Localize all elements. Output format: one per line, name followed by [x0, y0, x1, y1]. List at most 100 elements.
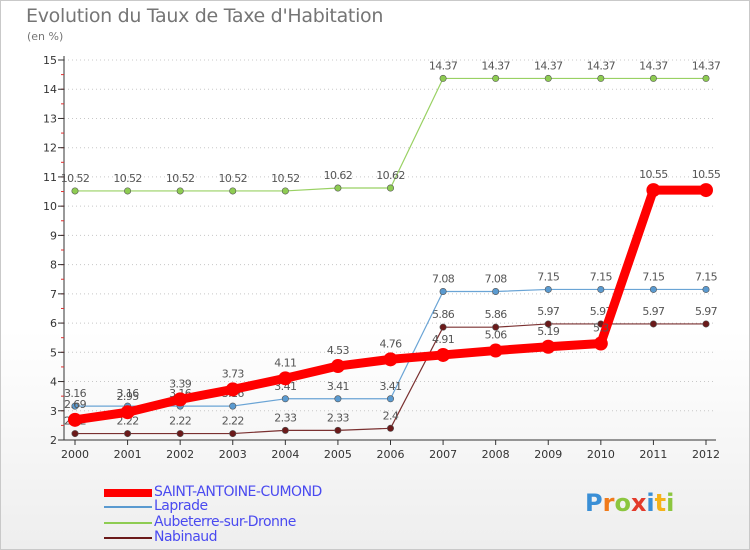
data-label: 3.16: [64, 387, 87, 400]
data-point: [649, 320, 657, 328]
data-point: [120, 405, 135, 420]
x-tick-label: 2008: [482, 448, 510, 461]
logo-letter: x: [630, 489, 647, 517]
y-tick-label: 7: [50, 288, 57, 301]
legend-label: Laprade: [154, 498, 208, 514]
data-point: [386, 395, 394, 403]
x-tick-label: 2000: [61, 448, 89, 461]
y-tick-label: 14: [43, 83, 57, 96]
data-point: [593, 336, 608, 351]
data-label: 5.3: [593, 322, 609, 335]
x-tick-label: 2006: [377, 448, 405, 461]
data-point: [229, 430, 237, 438]
data-label: 10.55: [692, 168, 721, 181]
x-tick-label: 2005: [324, 448, 352, 461]
data-label: 2.33: [274, 411, 297, 424]
data-point: [71, 187, 79, 195]
data-point: [541, 339, 556, 354]
logo-letter: r: [602, 489, 615, 517]
y-tick-label: 4: [50, 376, 57, 389]
legend-label: Nabinaud: [154, 529, 218, 545]
data-label: 2.22: [117, 415, 139, 428]
data-point: [492, 288, 500, 296]
y-tick-label: 11: [43, 171, 57, 184]
data-point: [597, 285, 605, 293]
legend-item-laprade: Laprade: [104, 498, 404, 515]
x-tick-label: 2001: [114, 448, 142, 461]
legend-item-nabinaud: Nabinaud: [104, 529, 404, 546]
data-point: [702, 74, 710, 82]
data-label: 2.33: [327, 411, 350, 424]
y-tick-label: 3: [50, 405, 57, 418]
data-point: [334, 395, 342, 403]
data-label: 2.22: [222, 415, 244, 428]
data-label: 14.37: [429, 59, 458, 72]
data-point: [71, 430, 79, 438]
data-label: 7.15: [695, 270, 718, 283]
data-label: 2.95: [117, 390, 140, 403]
data-point: [702, 320, 710, 328]
data-label: 14.37: [481, 59, 510, 72]
legend-swatch: [104, 489, 152, 497]
data-point: [229, 187, 237, 195]
x-tick-label: 2003: [219, 448, 247, 461]
data-point: [334, 184, 342, 192]
data-point: [702, 285, 710, 293]
data-point: [281, 426, 289, 434]
data-point: [229, 402, 237, 410]
data-point: [544, 285, 552, 293]
data-point: [436, 347, 451, 362]
data-label: 3.41: [379, 380, 401, 393]
data-label: 5.86: [432, 308, 455, 321]
data-label: 5.97: [695, 305, 718, 318]
y-unit-label: (en %): [27, 30, 64, 43]
data-label: 5.97: [642, 305, 665, 318]
logo-letter: t: [654, 489, 667, 517]
data-point: [383, 352, 398, 367]
y-tick-label: 9: [50, 229, 57, 242]
legend-swatch: [104, 537, 152, 539]
data-label: 14.37: [639, 59, 668, 72]
data-label: 10.62: [324, 169, 353, 182]
x-tick-label: 2012: [692, 448, 720, 461]
legend-label: SAINT-ANTOINE-CUMOND: [154, 484, 322, 500]
y-tick-label: 10: [43, 200, 57, 213]
x-tick-label: 2007: [429, 448, 457, 461]
data-label: 10.62: [376, 169, 405, 182]
data-point: [124, 430, 132, 438]
data-label: 10.52: [113, 172, 142, 185]
data-point: [488, 343, 503, 358]
data-point: [330, 359, 345, 374]
x-tick-label: 2002: [166, 448, 194, 461]
data-point: [281, 395, 289, 403]
data-label: 14.37: [534, 59, 563, 72]
data-label: 5.97: [537, 305, 560, 318]
y-tick-label: 2: [50, 434, 57, 447]
data-point: [334, 426, 342, 434]
data-point: [649, 285, 657, 293]
data-label: 7.08: [432, 273, 455, 286]
data-label: 2.4: [383, 409, 399, 422]
data-point: [281, 187, 289, 195]
logo-letter: i: [666, 489, 675, 517]
data-point: [699, 183, 713, 198]
x-tick-label: 2011: [639, 448, 667, 461]
data-label: 10.52: [61, 172, 90, 185]
data-point: [439, 288, 447, 296]
data-point: [71, 402, 79, 410]
data-point: [68, 412, 82, 427]
data-label: 10.55: [639, 168, 668, 181]
y-tick-label: 12: [43, 142, 57, 155]
data-label: 4.76: [379, 337, 402, 350]
data-point: [649, 74, 657, 82]
y-tick-label: 5: [50, 346, 57, 359]
x-tick-label: 2010: [587, 448, 615, 461]
data-point: [173, 392, 188, 407]
y-tick-label: 8: [50, 259, 57, 272]
data-label: 5.06: [485, 329, 508, 342]
data-label: 5.19: [537, 325, 560, 338]
data-label: 7.15: [642, 270, 665, 283]
chart-title: Evolution du Taux de Taxe d'Habitation: [26, 5, 384, 27]
logo-letter: P: [585, 489, 603, 517]
legend-item-saint-antoine-cumond: SAINT-ANTOINE-CUMOND: [104, 484, 404, 501]
